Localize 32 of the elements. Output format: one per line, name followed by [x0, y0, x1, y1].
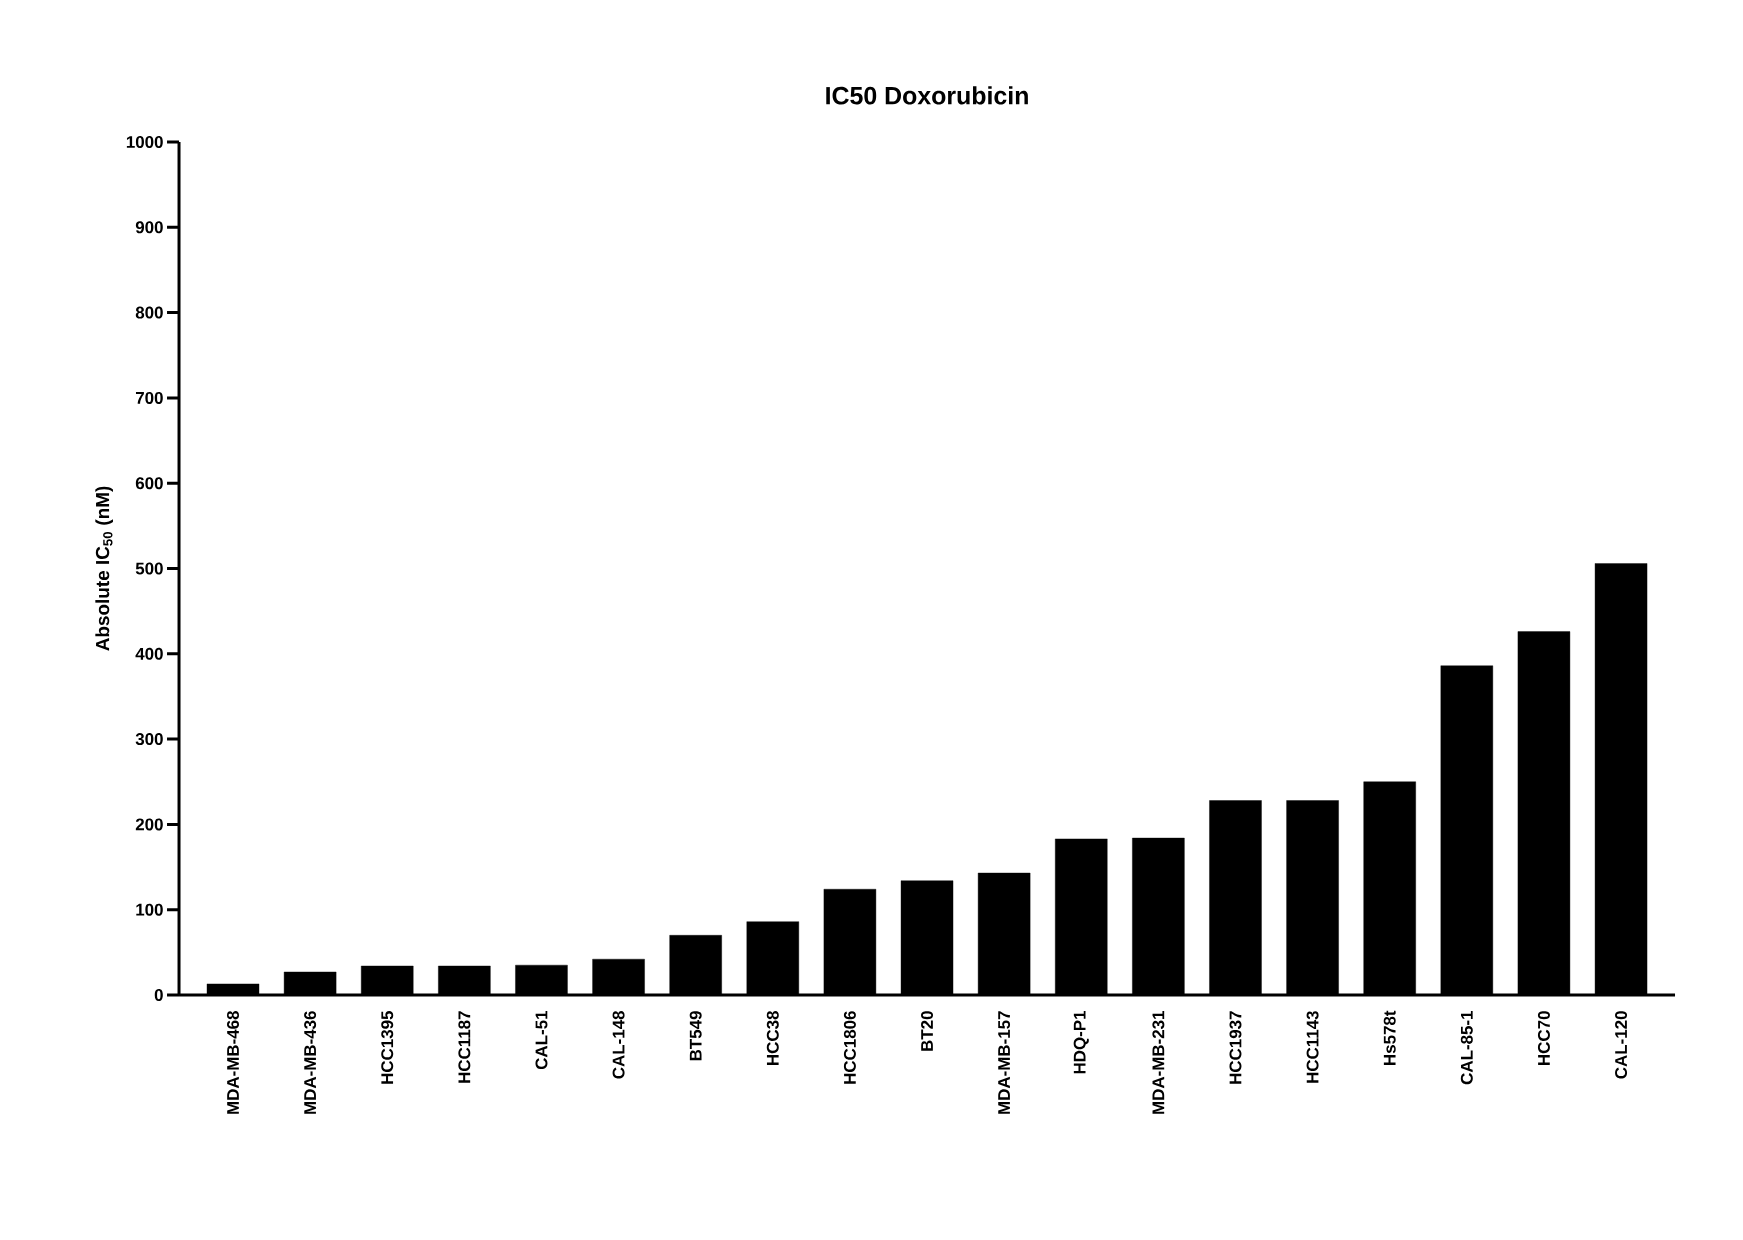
- x-tick-label: CAL-51: [535, 1010, 548, 1070]
- y-tick-label: 600: [135, 477, 163, 490]
- y-tick-label: 1000: [126, 135, 163, 148]
- y-tick-label: 400: [135, 647, 163, 660]
- x-tick-label: BT20: [921, 1011, 934, 1051]
- x-tick-label: MDA-MB-468: [227, 1011, 239, 1114]
- y-tick-label: 500: [135, 562, 163, 575]
- x-tick-label: HCC38: [766, 1011, 779, 1065]
- x-tick-label: MDA-MB-157: [998, 1011, 1011, 1114]
- y-tick-label: 300: [135, 733, 163, 746]
- x-tick-label: CAL-85-1: [1460, 1010, 1473, 1085]
- x-tick-label: HCC1937: [1229, 1011, 1242, 1084]
- y-tick-label: 900: [135, 221, 163, 234]
- x-tick-label: HCC1143: [1306, 1011, 1319, 1083]
- x-tick-label: CAL-120: [1615, 1011, 1628, 1079]
- y-tick-label: 200: [135, 818, 163, 831]
- x-tick-label: HCC70: [1537, 1011, 1550, 1065]
- x-tick-label: MDA-MB-231: [1152, 1010, 1165, 1114]
- x-tick-label: HDQ-P1: [1073, 1010, 1089, 1074]
- y-tick-label: 100: [136, 903, 163, 916]
- x-tick-label: HCC1806: [843, 1011, 856, 1084]
- x-tick-label: CAL-148: [612, 1011, 625, 1079]
- y-tick-label: 0: [154, 989, 163, 1001]
- y-tick-label: 800: [135, 306, 163, 319]
- chart-title: IC50 Doxorubicin: [826, 86, 1028, 105]
- x-tick-label: MDA-MB-436: [304, 1011, 317, 1114]
- x-tick-label: HCC1187: [458, 1011, 471, 1083]
- y-tick-label: 700: [135, 391, 163, 404]
- x-tick-label: Hs578t: [1383, 1010, 1396, 1065]
- x-tick-label: HCC1395: [381, 1010, 394, 1084]
- x-tick-label: BT549: [689, 1011, 702, 1061]
- y-axis-title: Absolute IC$_{50}$ (nM): [95, 486, 113, 651]
